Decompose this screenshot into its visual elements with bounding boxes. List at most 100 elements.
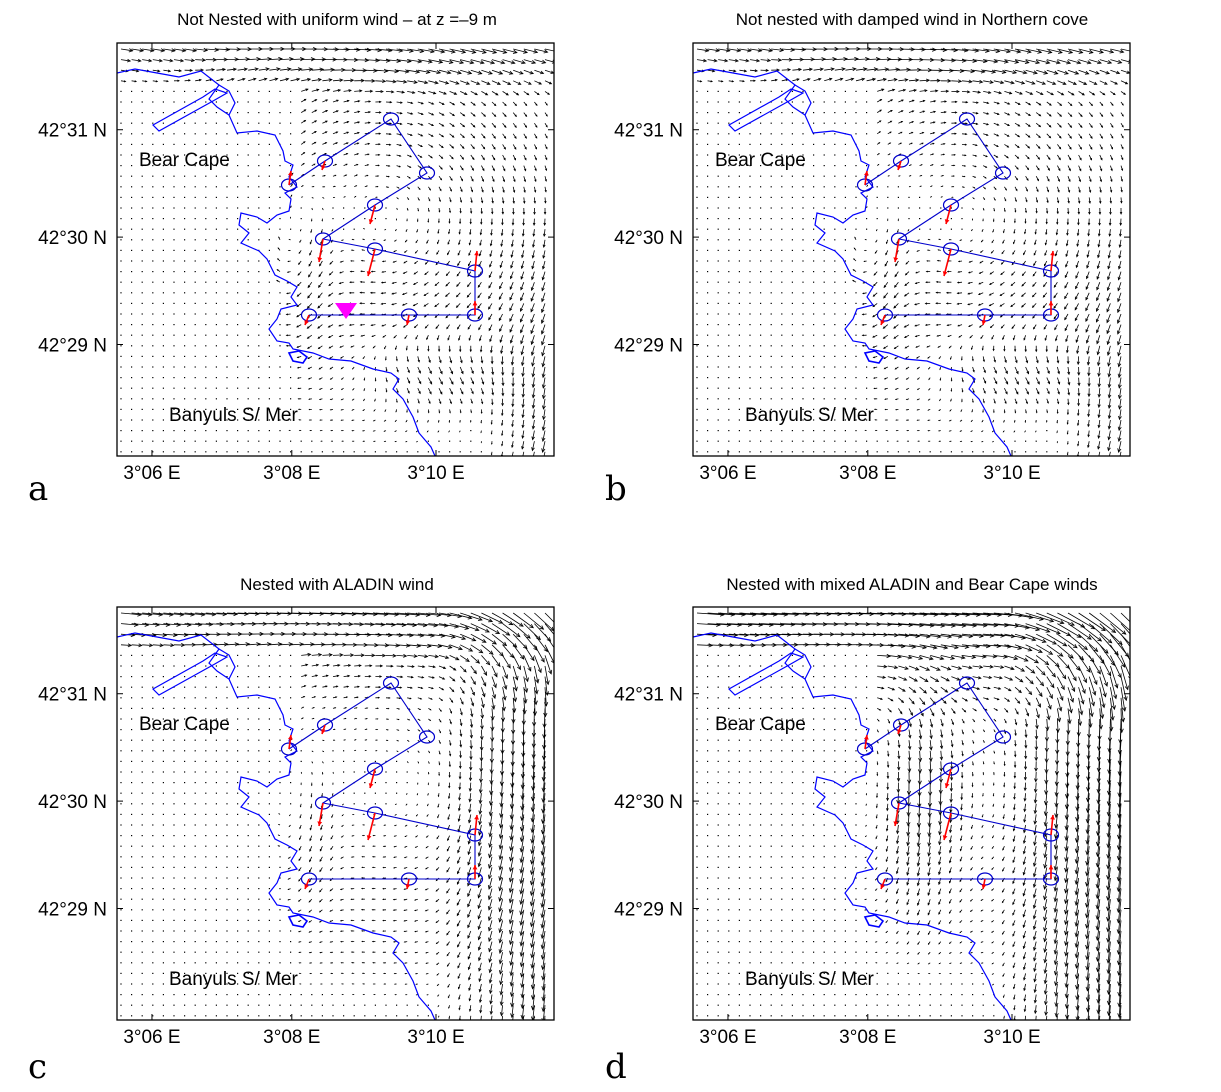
observed-current-arrowhead (321, 729, 326, 734)
y-tick-label: 42°31 N (614, 121, 683, 142)
station-circle (280, 742, 298, 756)
x-tick-label: 3°10 E (983, 1027, 1040, 1048)
station-circle (382, 676, 400, 690)
coastline (117, 632, 436, 1020)
mooring-marker (335, 303, 357, 319)
station-circle (890, 232, 908, 246)
panel-title: Nested with mixed ALADIN and Bear Cape w… (726, 575, 1097, 594)
observed-current-arrowhead (405, 320, 411, 325)
station-circle (942, 806, 960, 820)
panel-title: Not nested with damped wind in Northern … (736, 10, 1088, 29)
map-panel-c: Nested with ALADIN wind Bear Cape Banyuls … (28, 575, 555, 1087)
station-track (280, 676, 484, 890)
x-tick-label: 3°08 E (839, 463, 896, 484)
station-track (856, 676, 1060, 890)
place-label-bear-cape: Bear Cape (139, 150, 230, 171)
station-circle (280, 178, 298, 192)
observed-current-arrowhead (474, 251, 479, 256)
panel-letter: d (605, 1047, 627, 1087)
y-tick-label: 42°31 N (38, 685, 107, 706)
y-tick-label: 42°30 N (614, 792, 683, 813)
map-panel-d: Nested with mixed ALADIN and Bear Cape w… (605, 575, 1131, 1087)
panel-letter: a (28, 469, 48, 509)
place-label-bear-cape: Bear Cape (715, 150, 806, 171)
place-label-banyuls: Banyuls S/ Mer (169, 405, 298, 426)
place-label-bear-cape: Bear Cape (139, 714, 230, 735)
station-circle (958, 112, 976, 126)
current-field (696, 611, 1130, 1020)
panel-title: Nested with ALADIN wind (240, 575, 434, 594)
observed-current-arrowhead (368, 219, 374, 224)
station-circle (314, 796, 332, 810)
observed-current-vector (943, 248, 952, 277)
x-tick-label: 3°08 E (839, 1027, 896, 1048)
observed-current-arrowhead (981, 884, 987, 889)
station-circle (942, 198, 960, 212)
observed-current-arrowhead (317, 821, 323, 826)
observed-current-arrowhead (366, 271, 372, 276)
station-circle (366, 242, 384, 256)
x-tick-label: 3°10 E (407, 1027, 464, 1048)
station-circle (942, 242, 960, 256)
station-circle (876, 872, 894, 886)
x-tick-label: 3°08 E (263, 1027, 320, 1048)
y-tick-label: 42°31 N (614, 685, 683, 706)
coastline (117, 68, 436, 456)
observed-current-arrowhead (944, 219, 950, 224)
panel-letter: b (605, 469, 627, 509)
y-tick-label: 42°30 N (614, 228, 683, 249)
station-circle (300, 872, 318, 886)
observed-current-arrowhead (472, 301, 478, 306)
observed-current-arrowhead (897, 729, 902, 734)
observed-current-arrowhead (864, 171, 869, 176)
observed-current-arrowhead (304, 320, 309, 325)
x-tick-label: 3°06 E (699, 463, 756, 484)
x-tick-label: 3°06 E (123, 1027, 180, 1048)
observed-current-vector (943, 812, 952, 841)
y-tick-label: 42°29 N (614, 335, 683, 356)
observed-current-vector (367, 812, 376, 841)
station-track (280, 112, 484, 326)
place-label-banyuls: Banyuls S/ Mer (169, 969, 298, 990)
coastline (693, 68, 1012, 456)
x-tick-label: 3°10 E (983, 463, 1040, 484)
observed-current-vector (367, 248, 376, 277)
map-area (693, 607, 1130, 1020)
observed-current-arrowhead (405, 884, 411, 889)
station-circle (876, 308, 894, 322)
y-tick-label: 42°29 N (38, 899, 107, 920)
x-tick-label: 3°08 E (263, 463, 320, 484)
station-circle (856, 742, 874, 756)
map-panel-b: Not nested with damped wind in Northern … (605, 10, 1131, 509)
station-circle (856, 178, 874, 192)
station-circle (366, 762, 384, 776)
station-circle (994, 166, 1012, 180)
observed-current-arrowhead (366, 835, 372, 840)
harbor (863, 914, 885, 928)
observed-current-arrowhead (880, 320, 885, 325)
observed-current-arrowhead (474, 815, 479, 820)
station-circle (418, 730, 436, 744)
observed-current-arrowhead (321, 165, 326, 170)
current-field (120, 611, 554, 1020)
observed-current-arrowhead (893, 821, 899, 826)
observed-current-arrowhead (1050, 251, 1055, 256)
observed-current-arrowhead (942, 835, 948, 840)
y-tick-label: 42°30 N (38, 228, 107, 249)
observed-current-arrowhead (981, 320, 987, 325)
y-tick-label: 42°29 N (38, 335, 107, 356)
panel-frame (116, 606, 555, 1021)
panel-frame (116, 42, 555, 457)
y-tick-label: 42°29 N (614, 899, 683, 920)
y-tick-label: 42°30 N (38, 792, 107, 813)
observed-current-arrowhead (1050, 815, 1055, 820)
observed-current-arrowhead (897, 165, 902, 170)
coastline (693, 632, 1012, 1020)
panel-frame (692, 606, 1131, 1021)
map-area (117, 607, 554, 1020)
panel-frame (692, 42, 1131, 457)
map-area (117, 43, 554, 456)
observed-current-arrowhead (368, 783, 374, 788)
station-circle (382, 112, 400, 126)
